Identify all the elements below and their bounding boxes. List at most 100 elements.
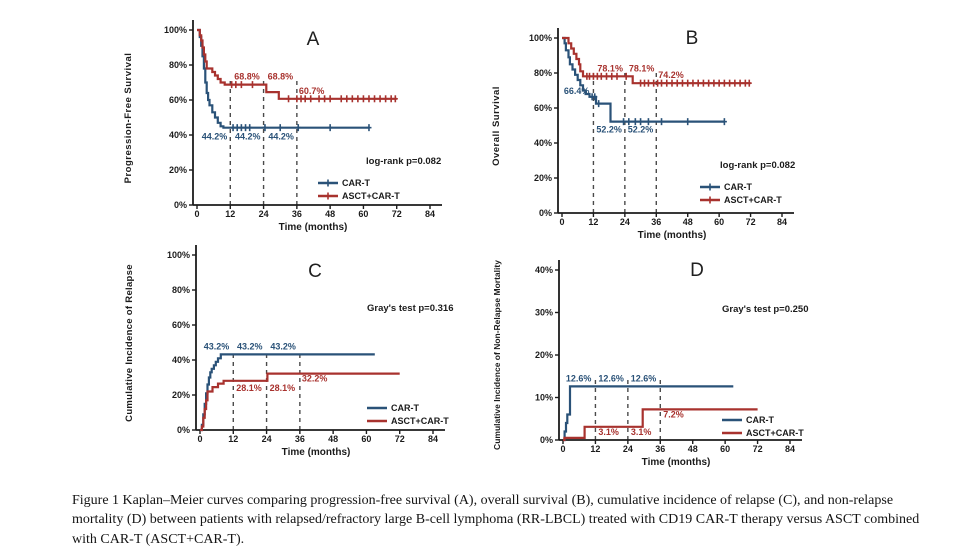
- panel-a: 0 12 24 36 48 60 72 84 0% 20% 40% 60% 80% 100% Time (m…: [123, 20, 442, 233]
- annotation-label: 44.2%: [202, 132, 228, 142]
- asct-car-t-curve: [563, 408, 758, 442]
- x-tick-label: 48: [683, 217, 693, 227]
- annotation-label: 3.1%: [598, 427, 619, 437]
- stat-label: Gray's test p=0.316: [367, 303, 454, 314]
- x-tick-label: 60: [358, 209, 368, 219]
- x-tick-label: 84: [428, 434, 438, 444]
- y-axis-label: Cumulative Incidence of Non-Relapse Mort…: [492, 260, 502, 450]
- y-tick-label: 0%: [540, 435, 553, 445]
- asct-car-t-curve: [200, 372, 400, 432]
- car-t-curve: [200, 353, 375, 432]
- annotation-label: 28.1%: [270, 383, 296, 393]
- panel-c: 0 12 24 36 48 60 72 84 0% 20% 40% 60% 80% 100% Time (m…: [124, 245, 454, 458]
- annotation-label: 66.4%: [564, 86, 590, 96]
- x-tick-label: 12: [590, 444, 600, 454]
- y-tick-label: 20%: [534, 173, 552, 183]
- x-tick-label: 36: [655, 444, 665, 454]
- annotation-label: 32.2%: [302, 374, 328, 384]
- y-tick-label: 0%: [539, 208, 552, 218]
- y-tick-label: 40%: [535, 265, 553, 275]
- asct-car-t-curve: [197, 28, 397, 100]
- y-tick-label: 60%: [172, 320, 190, 330]
- asct-car-t-legend-label: ASCT+CAR-T: [724, 195, 782, 205]
- annotation-label: 43.2%: [237, 341, 263, 351]
- x-tick-label: 72: [746, 217, 756, 227]
- panel-d: 0 12 24 36 48 60 72 84 0% 10% 20% 30% 40% Time (month…: [492, 260, 809, 468]
- asct-car-t-curve: [562, 36, 751, 85]
- x-tick-label: 72: [753, 444, 763, 454]
- x-tick-label: 48: [325, 209, 335, 219]
- asct-car-t-legend-label: ASCT+CAR-T: [391, 416, 449, 426]
- x-tick-label: 24: [262, 434, 272, 444]
- annotation-label: 44.2%: [268, 132, 294, 142]
- annotation-label: 68.8%: [268, 72, 294, 82]
- annotation-label: 78.1%: [597, 63, 623, 73]
- x-axis-label: Time (months): [282, 447, 351, 458]
- x-tick-label: 0: [560, 444, 565, 454]
- legend: CAR-T ASCT+CAR-T: [722, 415, 804, 438]
- x-tick-label: 48: [688, 444, 698, 454]
- y-tick-label: 40%: [172, 355, 190, 365]
- y-tick-label: 20%: [169, 165, 187, 175]
- annotation-label: 78.1%: [629, 63, 655, 73]
- annotation-label: 43.2%: [270, 341, 296, 351]
- y-tick-label: 20%: [535, 350, 553, 360]
- car-t-legend-label: CAR-T: [746, 415, 774, 425]
- annotation-label: 12.6%: [631, 373, 657, 383]
- y-tick-label: 80%: [169, 60, 187, 70]
- figure-caption: Figure 1 Kaplan–Meier curves comparing p…: [72, 493, 920, 547]
- x-tick-label: 12: [588, 217, 598, 227]
- car-t-legend-label: CAR-T: [724, 182, 752, 192]
- x-tick-label: 0: [197, 434, 202, 444]
- x-axis-label: Time (months): [642, 457, 711, 468]
- x-tick-label: 36: [292, 209, 302, 219]
- annotation-label: 60.7%: [299, 86, 325, 96]
- y-tick-label: 10%: [535, 393, 553, 403]
- y-tick-label: 60%: [169, 95, 187, 105]
- y-tick-label: 40%: [534, 138, 552, 148]
- legend: CAR-T ASCT+CAR-T: [700, 182, 782, 205]
- y-tick-label: 80%: [172, 285, 190, 295]
- stat-label: log-rank p=0.082: [366, 156, 441, 167]
- y-tick-label: 20%: [172, 390, 190, 400]
- x-tick-label: 60: [720, 444, 730, 454]
- x-tick-label: 84: [777, 217, 787, 227]
- y-tick-label: 0%: [174, 200, 187, 210]
- annotation-label: 3.1%: [631, 427, 652, 437]
- legend: CAR-T ASCT+CAR-T: [318, 178, 400, 201]
- x-tick-label: 12: [225, 209, 235, 219]
- x-tick-label: 0: [559, 217, 564, 227]
- x-tick-label: 36: [295, 434, 305, 444]
- y-tick-label: 40%: [169, 130, 187, 140]
- annotation-label: 12.6%: [566, 373, 592, 383]
- x-tick-label: 24: [259, 209, 269, 219]
- car-t-legend-label: CAR-T: [391, 403, 419, 413]
- y-axis-label: Progression-Free Survival: [123, 53, 134, 184]
- annotation-label: 44.2%: [235, 132, 261, 142]
- panel-letter: A: [307, 29, 320, 50]
- x-tick-label: 84: [785, 444, 795, 454]
- annotation-label: 43.2%: [204, 341, 230, 351]
- asct-car-t-legend-label: ASCT+CAR-T: [746, 428, 804, 438]
- x-tick-label: 24: [623, 444, 633, 454]
- annotation-label: 28.1%: [236, 383, 262, 393]
- panel-letter: D: [690, 260, 704, 281]
- stat-label: Gray's test p=0.250: [722, 304, 809, 315]
- annotation-label: 12.6%: [598, 373, 624, 383]
- x-tick-label: 0: [194, 209, 199, 219]
- annotation-label: 74.2%: [658, 70, 684, 80]
- annotation-label: 52.2%: [596, 125, 622, 135]
- y-tick-label: 100%: [164, 25, 187, 35]
- car-t-legend-label: CAR-T: [342, 178, 370, 188]
- annotation-label: 7.2%: [663, 409, 684, 419]
- y-axis-label: Overall Survival: [491, 86, 502, 166]
- y-tick-label: 60%: [534, 103, 552, 113]
- panel-letter: B: [686, 28, 699, 49]
- x-tick-label: 48: [328, 434, 338, 444]
- x-tick-label: 12: [228, 434, 238, 444]
- y-tick-label: 100%: [167, 250, 190, 260]
- annotation-label: 68.8%: [234, 72, 260, 82]
- x-axis-label: Time (months): [638, 230, 707, 241]
- x-tick-label: 72: [392, 209, 402, 219]
